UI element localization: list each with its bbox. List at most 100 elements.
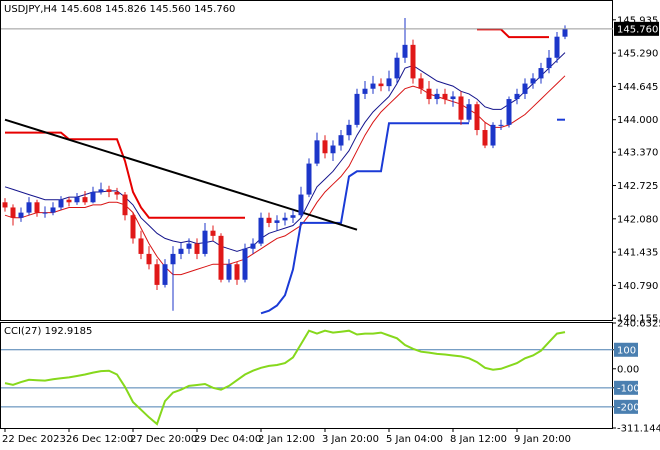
candle-body — [298, 194, 304, 216]
candle-body — [138, 238, 144, 254]
x-tick-label: 29 Dec 04:00 — [194, 434, 261, 445]
candle-body — [330, 145, 336, 154]
x-tick-label: 26 Dec 12:00 — [66, 434, 133, 445]
y-tick-label: 140.155 — [617, 314, 658, 325]
level-label-box — [614, 399, 638, 414]
candle-body — [82, 197, 88, 203]
candle-body — [210, 230, 216, 236]
x-tick-label: 2 Jan 12:00 — [258, 434, 315, 445]
x-tick-label: 9 Jan 20:00 — [514, 434, 571, 445]
candle-body — [434, 93, 440, 100]
y-tick-label: -311.1446 — [617, 424, 660, 435]
candle-body — [226, 264, 232, 280]
level-label-box — [614, 380, 638, 395]
candle-body — [314, 140, 320, 164]
candle-body — [386, 78, 392, 87]
candle-body — [522, 83, 528, 94]
candle-body — [466, 104, 472, 120]
candle-body — [490, 124, 496, 146]
candle-body — [202, 230, 208, 254]
candle-body — [66, 199, 72, 203]
y-tick-label: 100 — [617, 345, 636, 356]
level-label-box — [614, 342, 638, 357]
candle-body — [170, 253, 176, 265]
y-tick-label: 144.000 — [617, 115, 658, 126]
candle-body — [482, 130, 488, 146]
candle-body — [106, 189, 112, 192]
chart-title: USDJPY,H4 145.608 145.826 145.560 145.76… — [4, 4, 235, 15]
candle-body — [458, 96, 464, 120]
y-tick-label: 141.435 — [617, 248, 658, 259]
main-panel-frame — [0, 0, 613, 321]
candle-body — [130, 215, 136, 239]
x-tick-label: 27 Dec 20:00 — [130, 434, 197, 445]
candle-body — [178, 248, 184, 254]
y-tick-label: -100 — [617, 383, 640, 394]
y-tick-label: 140.790 — [617, 281, 658, 292]
candle-body — [74, 197, 80, 203]
candle-body — [146, 253, 152, 265]
candle-body — [322, 140, 328, 154]
candle-body — [50, 207, 56, 213]
candle-body — [154, 264, 160, 285]
y-tick-label: 143.370 — [617, 148, 658, 159]
y-tick-label: 142.725 — [617, 181, 658, 192]
y-tick-label: 145.290 — [617, 49, 658, 60]
candle-body — [186, 243, 192, 249]
line-series — [260, 122, 469, 315]
candle-body — [162, 264, 168, 285]
cci-title: CCI(27) 192.9185 — [4, 326, 92, 337]
candle-body — [498, 124, 504, 126]
candle-body — [426, 88, 432, 100]
x-tick-label: 5 Jan 04:00 — [386, 434, 443, 445]
candle-body — [250, 243, 256, 249]
candle-body — [274, 220, 280, 223]
cci-panel-frame — [0, 322, 613, 429]
y-tick-label: 0.00 — [617, 364, 639, 375]
candle-body — [538, 68, 544, 79]
candle-body — [562, 28, 568, 37]
candle-body — [290, 215, 296, 218]
candle-body — [442, 93, 448, 100]
line-series — [4, 75, 566, 276]
candle-body — [98, 189, 104, 192]
candle-body — [554, 36, 560, 58]
y-tick-label: 142.080 — [617, 214, 658, 225]
candle-body — [450, 96, 456, 100]
candle-body — [282, 217, 288, 221]
candle-body — [114, 191, 120, 195]
y-tick-label: -200 — [617, 402, 640, 413]
candle-body — [58, 199, 64, 208]
candle-body — [506, 99, 512, 125]
candle-body — [258, 217, 264, 244]
candle-body — [370, 83, 376, 89]
candle-body — [338, 135, 344, 146]
candle-body — [18, 212, 24, 218]
candle-body — [410, 44, 416, 79]
candle-body — [362, 88, 368, 94]
candle-body — [42, 212, 48, 214]
last-price-label: 145.760 — [617, 24, 658, 35]
candle-body — [2, 202, 8, 208]
candle-body — [26, 202, 32, 213]
candle-body — [530, 78, 536, 84]
line-series — [4, 118, 358, 231]
candle-body — [10, 207, 16, 218]
candle-body — [514, 93, 520, 100]
candle-body — [242, 248, 248, 280]
candle-body — [354, 93, 360, 125]
y-tick-label: 144.645 — [617, 82, 658, 93]
y-tick-label: 145.935 — [617, 15, 658, 26]
candle-body — [90, 191, 96, 203]
candle-body — [306, 163, 312, 195]
candle-body — [402, 44, 408, 58]
candle-body — [546, 57, 552, 69]
x-tick-label: 8 Jan 12:00 — [450, 434, 507, 445]
candle-body — [474, 104, 480, 131]
candle-body — [194, 243, 200, 254]
line-series — [477, 28, 549, 39]
candle-body — [394, 57, 400, 79]
candle-body — [234, 264, 240, 280]
